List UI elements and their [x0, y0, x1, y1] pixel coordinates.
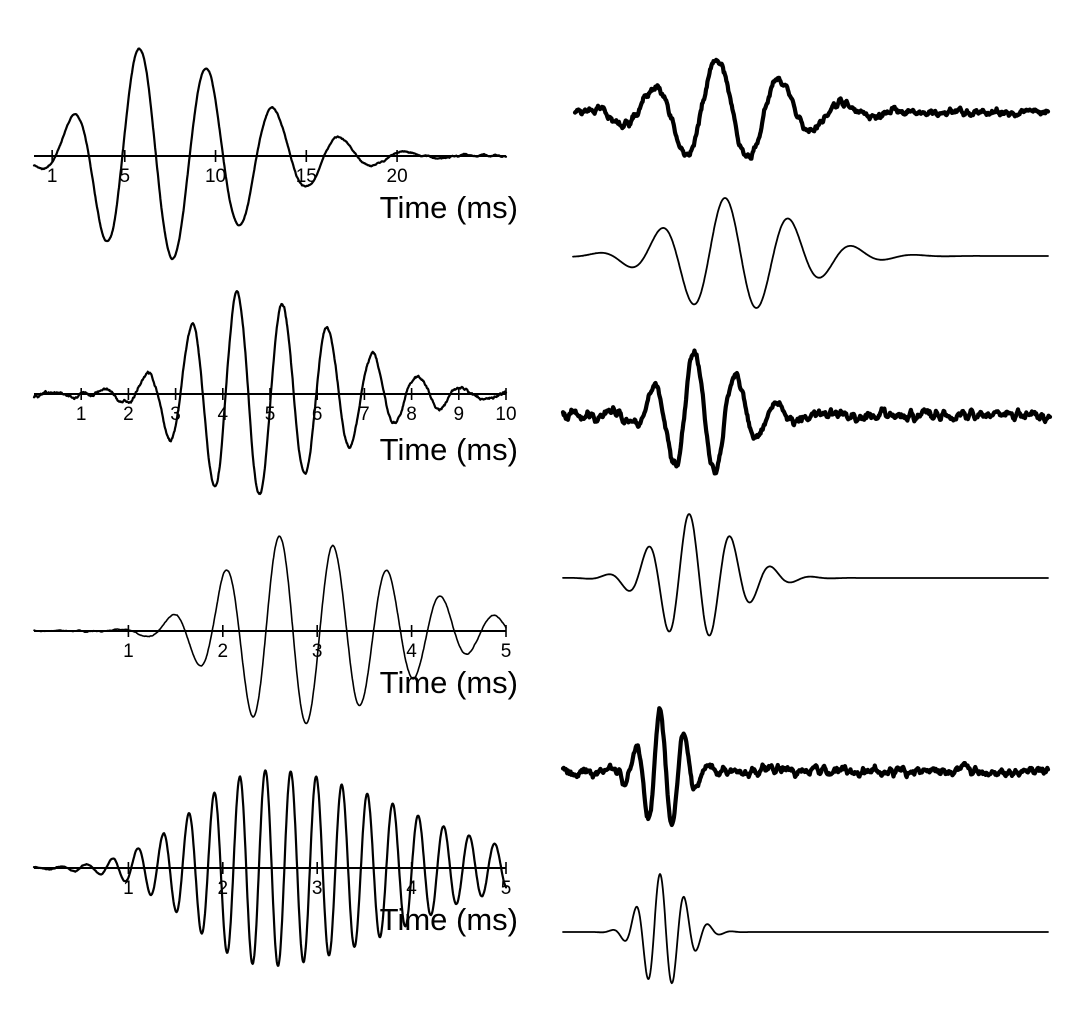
x-tick-label: 6	[312, 404, 323, 425]
x-tick-label: 7	[359, 404, 370, 425]
clean-waveform-trace	[562, 513, 1049, 637]
x-tick-label: 3	[312, 878, 323, 899]
chart-panel-3: 1 2 3 4 5 Time (ms)	[33, 535, 518, 725]
waveform-trace	[32, 47, 508, 261]
x-tick-label: 2	[218, 878, 229, 899]
x-tick-label: 2	[123, 404, 134, 425]
x-tick-label: 1	[123, 878, 134, 899]
x-tick-label: 4	[406, 641, 417, 662]
clean-waveform-trace	[562, 873, 1049, 985]
trace-panel-2	[572, 197, 1049, 309]
waveform-trace	[32, 769, 508, 967]
x-tick-label: 10	[495, 404, 516, 425]
trace-panel-1	[572, 57, 1051, 161]
x-axis-title: Time (ms)	[380, 432, 518, 467]
chart-panel-2: 1 2 3 4 5 6 7 8 9 10 Time (ms)	[32, 290, 518, 496]
noisy-waveform-trace	[560, 706, 1051, 828]
x-tick-label: 3	[312, 641, 323, 662]
x-tick-label: 9	[454, 404, 465, 425]
x-tick-label: 20	[387, 166, 408, 187]
x-tick-label: 10	[205, 166, 226, 187]
x-tick-label: 1	[123, 641, 134, 662]
clean-waveform-trace	[572, 197, 1049, 309]
noisy-waveform-trace	[560, 348, 1053, 476]
chart-panel-4: 1 2 3 4 5 Time (ms)	[32, 769, 518, 967]
x-tick-label: 5	[501, 878, 512, 899]
right-panels	[560, 57, 1053, 985]
x-axis-title: Time (ms)	[380, 902, 518, 937]
x-tick-label: 1	[76, 404, 87, 425]
x-tick-label: 2	[218, 641, 229, 662]
x-tick-label: 5	[119, 166, 130, 187]
x-tick-label: 5	[265, 404, 276, 425]
x-tick-label: 8	[406, 404, 417, 425]
x-tick-label: 4	[218, 404, 229, 425]
noisy-waveform-trace	[572, 57, 1051, 161]
x-axis-title: Time (ms)	[380, 190, 518, 225]
x-tick-label: 4	[406, 878, 417, 899]
x-tick-label: 15	[296, 166, 317, 187]
trace-panel-5	[560, 706, 1051, 828]
trace-panel-4	[562, 513, 1049, 637]
trace-panel-3	[560, 348, 1053, 476]
x-tick-label: 3	[170, 404, 181, 425]
x-tick-label: 1	[47, 166, 58, 187]
trace-panel-6	[562, 873, 1049, 985]
x-axis-title: Time (ms)	[380, 665, 518, 700]
x-tick-label: 5	[501, 641, 512, 662]
